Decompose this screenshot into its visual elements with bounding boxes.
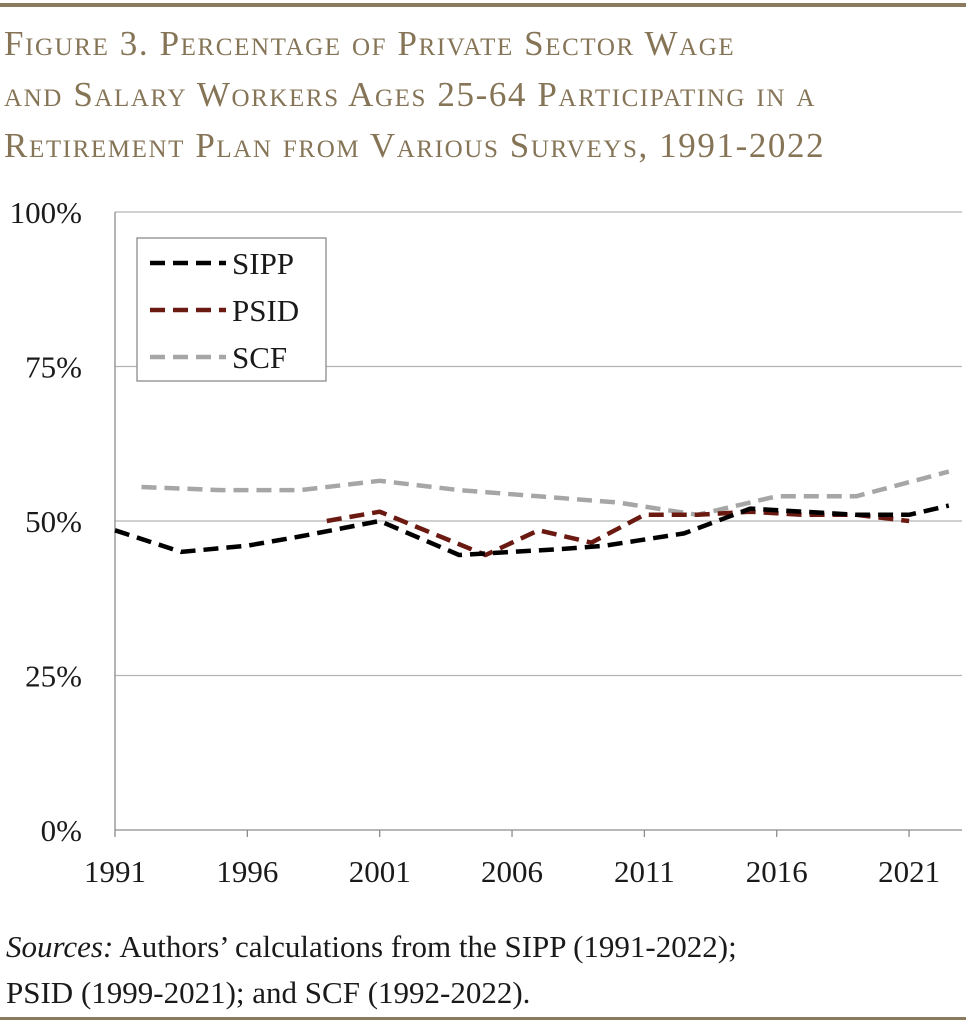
legend-label-scf: SCF [232, 340, 287, 375]
y-tick-label: 75% [25, 350, 82, 385]
axes: 0% 25% 50% 75% 100% 1991 1996 2001 2006 2011 2016 2… [10, 195, 962, 889]
x-tick-label: 2001 [349, 854, 411, 889]
title-line-1: Figure 3. Percentage of Private Sector W… [4, 24, 736, 63]
legend-label-psid: PSID [232, 293, 299, 328]
series-lines [114, 469, 950, 558]
source-line-1: Sources: Authors’ calculations from the … [6, 924, 956, 970]
top-rule [0, 3, 966, 7]
source-line-2: PSID (1999-2021); and SCF (1992-2022). [6, 975, 531, 1010]
y-tick-label: 0% [41, 813, 82, 848]
source-note: Sources: Authors’ calculations from the … [6, 924, 956, 1016]
legend: SIPP PSID SCF [136, 237, 327, 382]
y-tick-label: 50% [25, 504, 82, 539]
figure-title: Figure 3. Percentage of Private Sector W… [4, 18, 959, 171]
series-line-sipp [114, 503, 950, 558]
series-line-psid [326, 509, 910, 558]
series-line-scf [141, 469, 950, 518]
x-tick-label: 2016 [746, 854, 808, 889]
legend-label-sipp: SIPP [232, 246, 294, 281]
title-line-2: and Salary Workers Ages 25-64 Participat… [4, 75, 816, 114]
bottom-rule [0, 1017, 966, 1020]
x-tick-label: 2011 [614, 854, 675, 889]
x-tick-label: 2021 [878, 854, 940, 889]
x-tick-label: 1996 [216, 854, 278, 889]
source-text-1: Authors’ calculations from the SIPP (199… [113, 929, 737, 964]
line-chart: 0% 25% 50% 75% 100% 1991 1996 2001 2006 2011 2016 2… [10, 195, 962, 889]
x-tick-label: 1991 [84, 854, 146, 889]
x-tick-label: 2006 [481, 854, 543, 889]
y-tick-label: 25% [25, 659, 82, 694]
legend-box [136, 237, 327, 382]
title-line-3: Retirement Plan from Various Surveys, 19… [4, 126, 826, 165]
y-tick-label: 100% [10, 195, 82, 230]
source-label: Sources: [6, 929, 114, 964]
